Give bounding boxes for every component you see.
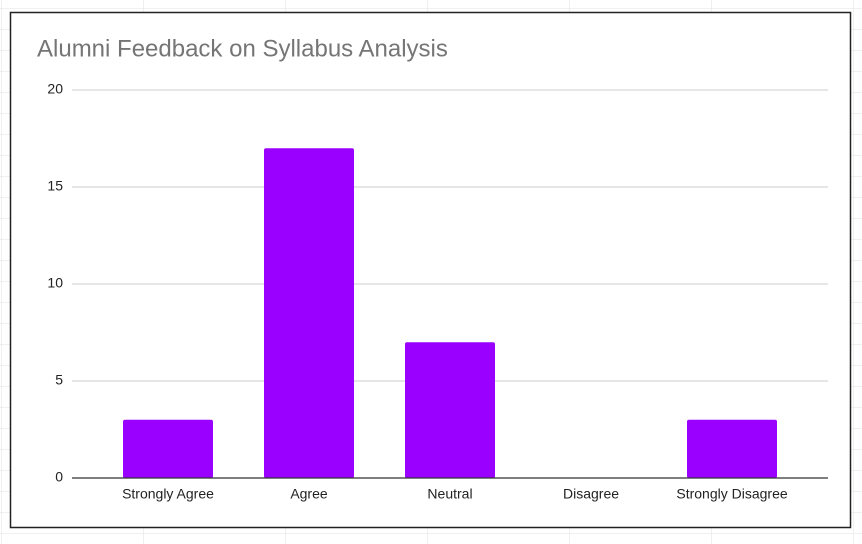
x-tick-label: Neutral <box>427 486 472 502</box>
x-tick-label: Disagree <box>563 486 619 502</box>
chart-title: Alumni Feedback on Syllabus Analysis <box>37 35 448 62</box>
bar <box>687 419 777 478</box>
y-tick-label: 0 <box>55 469 63 485</box>
x-tick-label: Strongly Agree <box>122 486 214 502</box>
y-tick-label: 20 <box>47 81 63 97</box>
y-tick-label: 15 <box>47 178 63 194</box>
x-tick-label: Strongly Disagree <box>676 486 787 502</box>
y-tick-label: 10 <box>47 275 63 291</box>
bar <box>123 419 213 478</box>
bar <box>264 148 354 478</box>
bar <box>405 342 495 478</box>
y-tick-label: 5 <box>55 372 63 388</box>
x-tick-label: Agree <box>290 486 328 502</box>
